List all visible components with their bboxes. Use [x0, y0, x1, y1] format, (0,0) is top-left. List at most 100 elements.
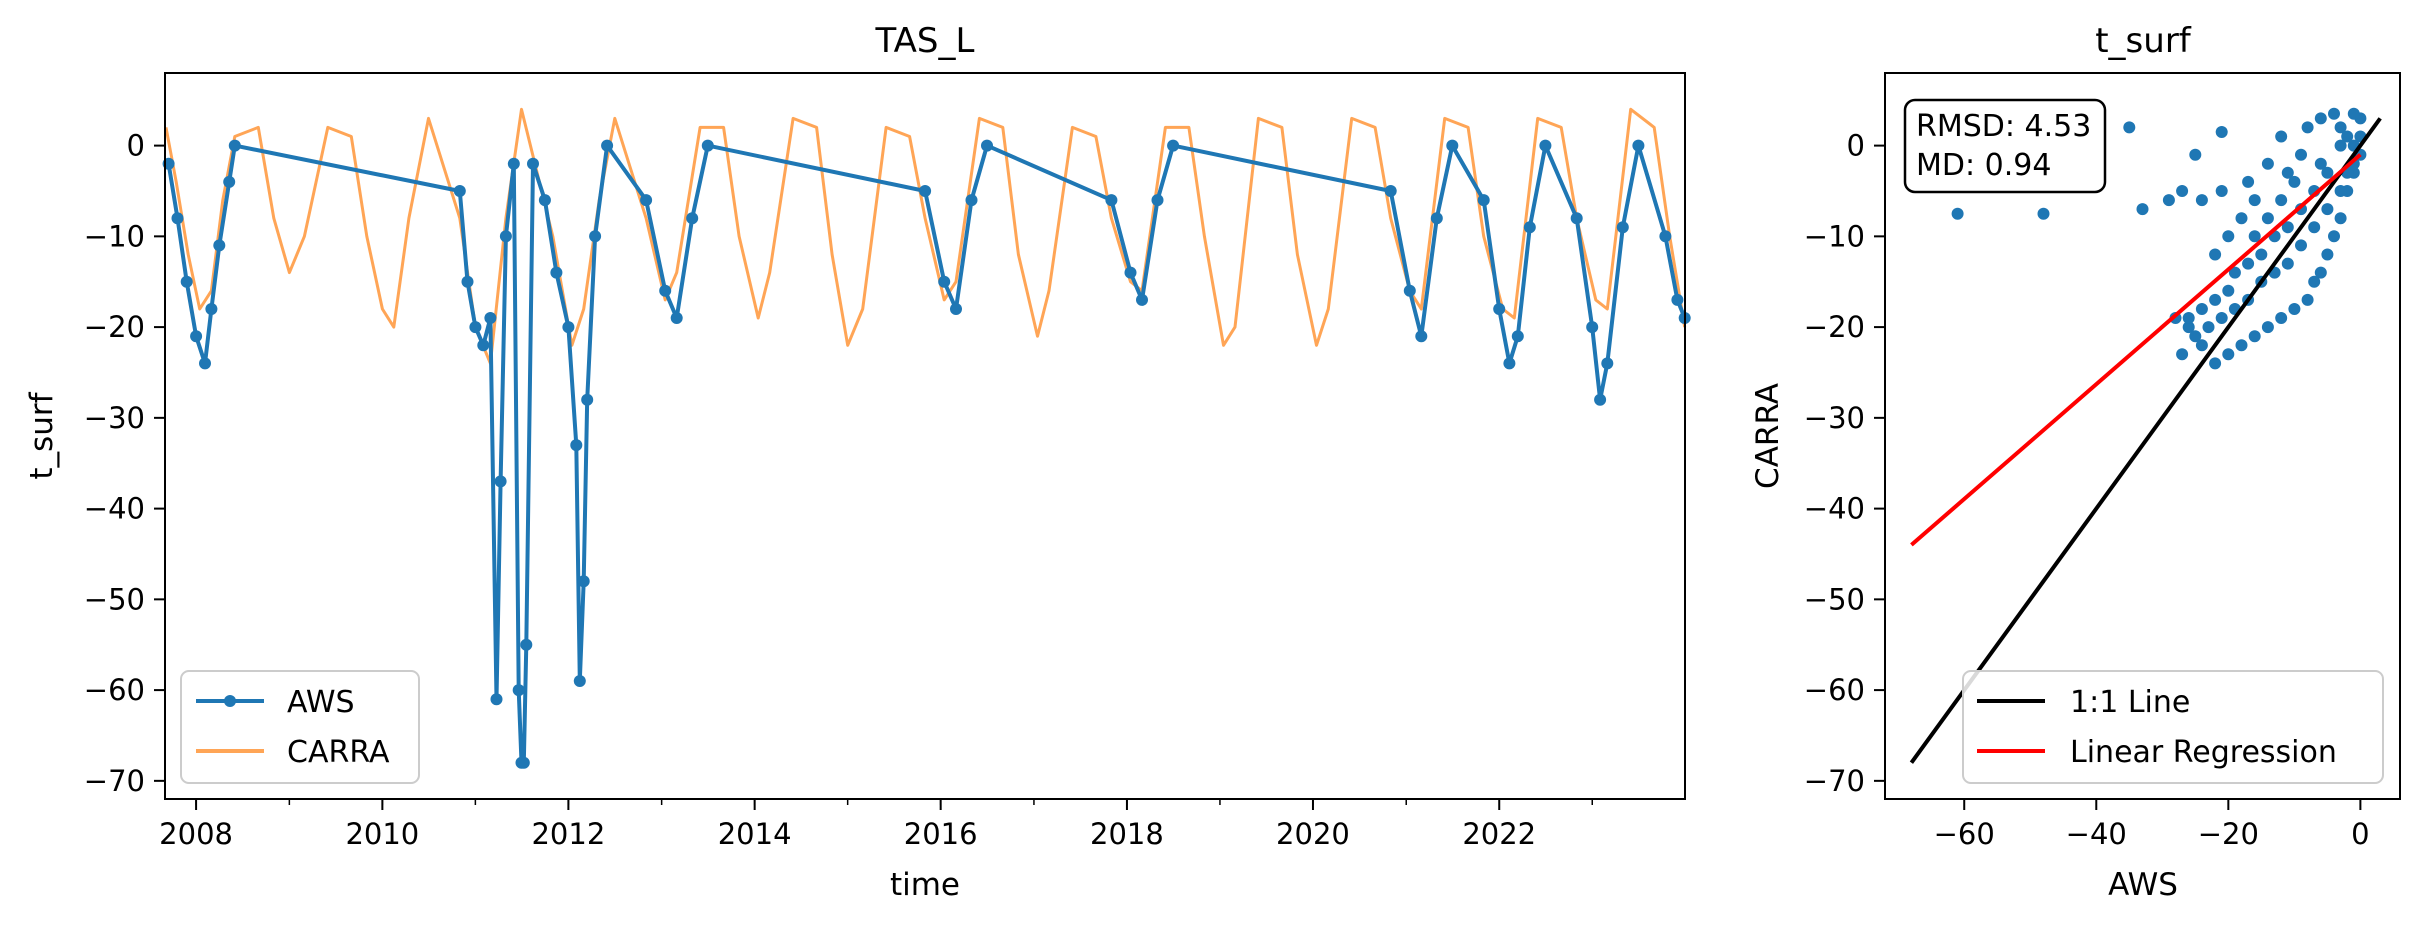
- aws-point: [1632, 139, 1645, 152]
- scatter-point: [2295, 148, 2307, 161]
- linear-regression-line: [1910, 153, 2362, 547]
- aws-point: [461, 275, 474, 288]
- timeseries-x-tick-label: 2016: [904, 817, 978, 851]
- legend-one-to-one-label: 1:1 Line: [2070, 685, 2190, 720]
- scatter-point: [2136, 203, 2149, 216]
- aws-point: [1477, 194, 1490, 207]
- scatter-point: [2281, 221, 2294, 234]
- scatter-point: [2308, 221, 2321, 234]
- timeseries-x-tick-label: 2022: [1462, 817, 1536, 851]
- aws-point: [1659, 230, 1672, 243]
- aws-point: [1586, 321, 1599, 334]
- aws-point: [1601, 357, 1614, 370]
- scatter-point: [2189, 148, 2202, 161]
- scatter-point: [2222, 230, 2235, 243]
- timeseries-panel: TAS_L 2008 2010 2012 2014 2016 2018 2020 2022 0…: [24, 21, 1691, 903]
- aws-point: [1671, 293, 1684, 306]
- scatter-stats-frame: [1903, 98, 2107, 194]
- scatter-y-label: CARRA: [1750, 383, 1786, 489]
- scatter-point: [2347, 107, 2360, 120]
- scatter-y-tick-label: −70: [1804, 764, 1865, 798]
- aws-point: [517, 756, 530, 769]
- aws-point: [981, 139, 993, 152]
- scatter-x-tick-label: −60: [1934, 817, 1995, 851]
- scatter-point: [2242, 175, 2255, 188]
- aws-point: [589, 230, 602, 243]
- aws-point: [228, 139, 241, 152]
- one-to-one-line: [1909, 117, 2382, 764]
- scatter-y-tick-label: −60: [1804, 673, 1865, 707]
- legend-aws-marker-swatch: [224, 695, 236, 707]
- aws-point: [1539, 139, 1552, 152]
- timeseries-x-label: time: [890, 867, 960, 903]
- scatter-legend-box: [1962, 670, 2384, 784]
- aws-point: [686, 212, 699, 225]
- aws-point: [1616, 221, 1629, 234]
- timeseries-x-ticks: 2008 2010 2012 2014 2016 2018 2020 2022: [159, 799, 1593, 851]
- aws-point: [577, 575, 590, 588]
- scatter-point: [2248, 194, 2261, 207]
- scatter-point: [2334, 185, 2347, 197]
- aws-point: [190, 330, 203, 343]
- scatter-x-tick-label: −40: [2066, 817, 2127, 851]
- scatter-point: [2288, 175, 2301, 188]
- scatter-point: [2195, 303, 2208, 315]
- aws-point: [562, 321, 575, 334]
- timeseries-y-tick-label: −60: [84, 673, 145, 707]
- timeseries-x-tick-label: 2014: [718, 817, 792, 851]
- timeseries-y-tick-label: −50: [84, 582, 145, 616]
- scatter-point: [2176, 348, 2189, 361]
- aws-point: [919, 185, 932, 197]
- scatter-point: [2321, 248, 2334, 261]
- scatter-point: [2288, 303, 2301, 315]
- scatter-point: [2334, 212, 2347, 225]
- scatter-point: [2222, 348, 2235, 361]
- aws-point: [1503, 357, 1516, 370]
- scatter-point: [2189, 330, 2202, 343]
- aws-point: [484, 312, 497, 324]
- timeseries-y-tick-label: −20: [84, 310, 145, 344]
- timeseries-y-tick-label: −10: [84, 219, 145, 253]
- aws-point: [477, 339, 490, 352]
- scatter-point: [2195, 339, 2208, 352]
- aws-point: [490, 693, 503, 706]
- scatter-point: [2195, 194, 2208, 207]
- aws-point: [1167, 139, 1180, 152]
- md-stat: MD: 0.94: [1916, 148, 2051, 183]
- legend-aws-label: AWS: [287, 685, 355, 720]
- aws-point: [453, 185, 466, 197]
- scatter-point: [1951, 207, 1964, 220]
- aws-point: [1384, 185, 1397, 197]
- scatter-point: [2123, 121, 2136, 134]
- aws-point: [213, 239, 226, 252]
- aws-point: [1594, 393, 1607, 406]
- aws-point: [1403, 284, 1416, 297]
- aws-point: [520, 638, 533, 651]
- scatter-point: [2328, 230, 2340, 243]
- legend-carra-label: CARRA: [287, 735, 390, 770]
- carra-series-line: [164, 107, 1687, 365]
- scatter-point: [2301, 121, 2314, 134]
- timeseries-y-tick-label: −40: [84, 492, 145, 526]
- aws-point: [950, 303, 962, 315]
- aws-point: [1493, 303, 1506, 315]
- scatter-point: [2037, 207, 2050, 220]
- scatter-point: [2295, 239, 2307, 252]
- scatter-point: [2301, 293, 2314, 306]
- scatter-point: [2275, 194, 2288, 207]
- scatter-point: [2261, 212, 2274, 225]
- scatter-point: [2321, 166, 2334, 179]
- scatter-point: [2334, 139, 2347, 152]
- scatter-y-tick-label: −10: [1804, 219, 1865, 253]
- scatter-title: t_surf: [2095, 21, 2192, 61]
- scatter-point: [2248, 330, 2261, 343]
- timeseries-x-tick-label: 2012: [531, 817, 605, 851]
- scatter-point: [2248, 230, 2261, 243]
- aws-point: [938, 275, 951, 288]
- aws-point: [570, 439, 583, 452]
- scatter-y-tick-label: 0: [1847, 129, 1865, 163]
- scatter-point: [2215, 185, 2228, 197]
- timeseries-x-tick-label: 2020: [1276, 817, 1350, 851]
- aws-point: [701, 139, 714, 152]
- scatter-point: [2228, 266, 2241, 279]
